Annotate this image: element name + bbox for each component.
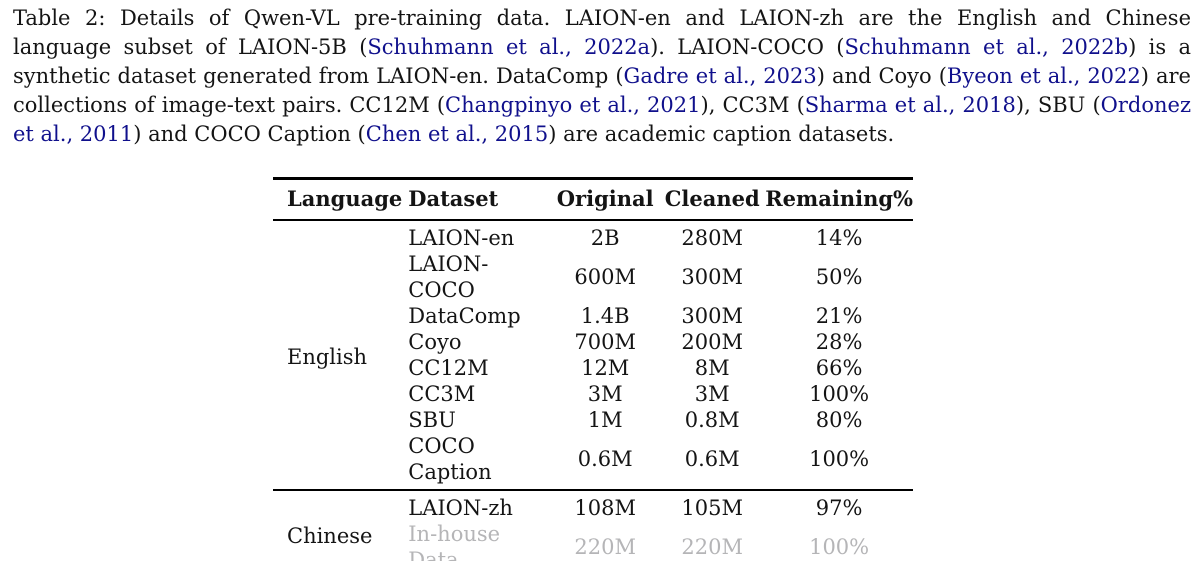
table-header-row: Language Dataset Original Cleaned Remaining% [273,179,913,221]
cell-dataset: LAION-zh [408,496,513,520]
cell-dataset: COCO Caption [408,434,492,484]
cell-cleaned: 0.8M [684,408,740,432]
table-row: DataComp 1.4B 300M 21% [273,303,913,329]
caption-text: ). LAION-COCO ( [650,35,845,59]
cell-dataset: LAION-en [408,226,515,250]
table-header-row: Language Dataset Original Cleaned Remaining% [273,179,913,221]
cell-remaining: 14% [815,226,863,250]
cell-original: 600M [574,265,636,289]
cell-dataset: CC3M [408,382,476,406]
citation-link[interactable]: Schuhmann et al., 2022b [844,35,1129,59]
cell-dataset: DataComp [408,304,521,328]
table-row: COCO Caption 0.6M 0.6M 100% [273,433,913,490]
citation-link[interactable]: Changpinyo et al., 2021 [445,93,701,117]
language-group-label: English [287,345,368,369]
cell-cleaned: 105M [681,496,743,520]
cell-original: 3M [587,382,623,406]
cell-original: 700M [574,330,636,354]
cell-cleaned: 300M [681,265,743,289]
cell-remaining: 100% [809,382,870,406]
table-row: Coyo 700M 200M 28% [273,329,913,355]
citation-link[interactable]: Byeon et al., 2022 [946,64,1141,88]
cell-original: 0.6M [577,447,633,471]
caption-text: collections of image-text pairs. CC12M ( [13,93,446,117]
cell-cleaned: 8M [694,356,730,380]
citation-link[interactable]: Sharma et al., 2018 [804,93,1016,117]
cell-dataset: SBU [408,408,456,432]
language-group-label: Chinese [287,524,373,548]
cell-original: 1.4B [580,304,630,328]
cell-remaining: 50% [815,265,863,289]
cell-dataset: Coyo [408,330,462,354]
caption-text: ) and Coyo ( [816,64,947,88]
cell-dataset: CC12M [408,356,489,380]
caption-text: ), SBU ( [1015,93,1101,117]
cell-cleaned: 220M [681,535,743,559]
cell-cleaned: 0.6M [684,447,740,471]
language-group-english: English LAION-en 2B 280M 14% LAION-COCO 600M 30… [273,220,913,490]
caption-line: collections of image-text pairs. CC12M (… [13,91,1191,120]
column-header-remaining: Remaining% [765,186,913,211]
table-row: CC12M 12M 8M 66% [273,355,913,381]
citation-link[interactable]: Gadre et al., 2023 [623,64,817,88]
cell-original: 2B [590,226,620,250]
caption-text: Table 2: Details of Qwen-VL pre-training… [13,6,1191,30]
cell-remaining: 21% [815,304,863,328]
table-row: LAION-COCO 600M 300M 50% [273,251,913,303]
caption-text: ), CC3M ( [700,93,805,117]
table-row: English LAION-en 2B 280M 14% [273,220,913,369]
column-header-cleaned: Cleaned [664,186,760,211]
caption-text: ) are [1140,64,1191,88]
cell-remaining: 100% [809,447,870,471]
caption-text: synthetic dataset generated from LAION-e… [13,64,624,88]
table-caption: Table 2: Details of Qwen-VL pre-training… [13,4,1191,149]
caption-line: language subset of LAION-5B (Schuhmann e… [13,33,1191,62]
caption-line: et al., 2011) and COCO Caption (Chen et … [13,120,1191,149]
cell-dataset: LAION-COCO [408,252,489,302]
column-header-language: Language [287,186,403,211]
caption-line: synthetic dataset generated from LAION-e… [13,62,1191,91]
caption-text: language subset of LAION-5B ( [13,35,368,59]
caption-text: ) is a [1128,35,1191,59]
cell-original: 108M [574,496,636,520]
cell-remaining: 80% [815,408,863,432]
caption-text: ) are academic caption datasets. [548,122,895,146]
citation-link[interactable]: Schuhmann et al., 2022a [367,35,651,59]
cell-remaining: 66% [815,356,863,380]
caption-text: ) and COCO Caption ( [133,122,366,146]
cell-cleaned: 280M [681,226,743,250]
column-header-dataset: Dataset [408,186,499,211]
language-group-chinese: Chinese LAION-zh 108M 105M 97% In-house Data 2… [273,490,913,561]
cell-original: 220M [574,535,636,559]
citation-link[interactable]: et al., 2011 [13,122,134,146]
cell-original: 1M [587,408,623,432]
citation-link[interactable]: Ordonez [1100,93,1192,117]
cell-cleaned: 200M [681,330,743,354]
table-row: CC3M 3M 3M 100% [273,381,913,407]
pretraining-data-table: Language Dataset Original Cleaned Remaining%… [273,177,913,561]
cell-cleaned: 300M [681,304,743,328]
table-row: Chinese LAION-zh 108M 105M 97% [273,490,913,548]
cell-remaining: 100% [809,535,870,559]
data-table: Language Dataset Original Cleaned Remaining%… [273,177,913,561]
cell-original: 12M [581,356,630,380]
cell-cleaned: 3M [694,382,730,406]
caption-line: Table 2: Details of Qwen-VL pre-training… [13,4,1191,33]
table-row: SBU 1M 0.8M 80% [273,407,913,433]
cell-remaining: 97% [815,496,863,520]
cell-remaining: 28% [815,330,863,354]
cell-dataset: In-house Data [408,522,501,561]
column-header-original: Original [556,186,654,211]
citation-link[interactable]: Chen et al., 2015 [365,122,549,146]
table-row: In-house Data 220M 220M 100% [273,521,913,561]
